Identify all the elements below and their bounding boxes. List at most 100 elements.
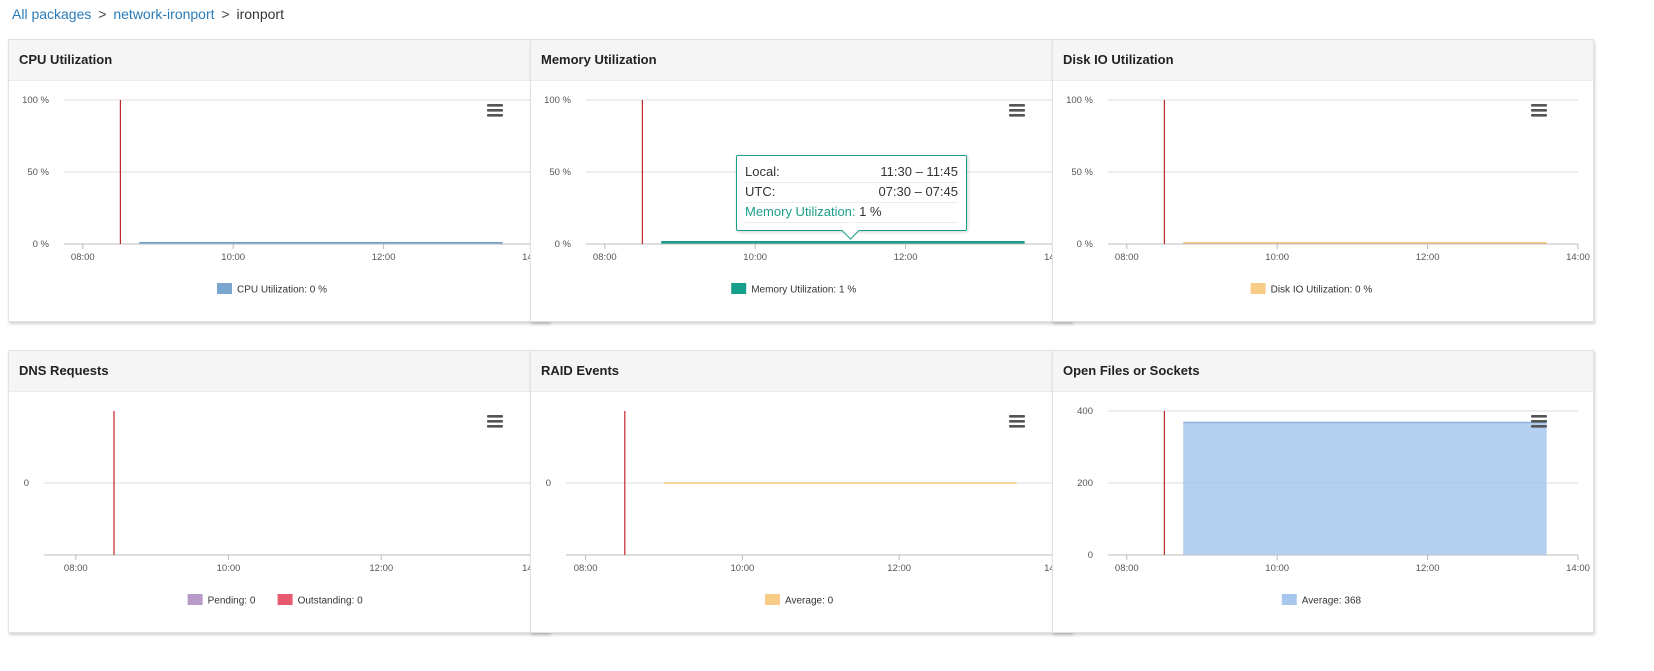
tooltip-utc-label: UTC: (745, 184, 776, 199)
x-tick-label: 08:00 (574, 563, 598, 574)
hamburger-menu-icon[interactable] (1531, 104, 1547, 117)
hamburger-bar (487, 114, 503, 117)
y-tick-label: 50 % (1071, 167, 1093, 178)
hamburger-bar (1531, 114, 1547, 117)
hamburger-bar (1009, 415, 1025, 418)
legend-item[interactable]: Average: 368 (1281, 594, 1362, 607)
hamburger-menu-icon[interactable] (1531, 415, 1547, 428)
hamburger-bar (1009, 104, 1025, 107)
legend-swatch (731, 283, 747, 294)
legend-item[interactable]: Average: 0 (765, 594, 834, 607)
hamburger-bar (1009, 420, 1025, 423)
legend-item[interactable]: Memory Utilization: 1 % (731, 283, 856, 296)
x-tick-label: 08:00 (71, 252, 95, 263)
breadcrumb-package-link[interactable]: network-ironport (113, 6, 215, 22)
tooltip-metric-row: Memory Utilization: 1 % (745, 202, 958, 223)
legend-swatch (1250, 283, 1266, 294)
hamburger-bar (1531, 415, 1547, 418)
y-tick-label: 100 % (1066, 95, 1093, 106)
hamburger-bar (487, 109, 503, 112)
legend-swatch (187, 594, 203, 605)
hamburger-menu-icon[interactable] (487, 415, 503, 428)
y-tick-label: 50 % (27, 167, 49, 178)
legend-label: Outstanding: 0 (298, 596, 363, 607)
breadcrumb: All packages > network-ironport > ironpo… (12, 6, 284, 22)
hamburger-bar (487, 420, 503, 423)
panel-dns-requests: DNS Requests 008:0010:0012:0014:00Pendin… (8, 350, 550, 633)
breadcrumb-separator: > (221, 6, 230, 22)
y-tick-label: 200 (1077, 478, 1093, 489)
x-tick-label: 10:00 (1265, 563, 1289, 574)
hamburger-bar (1531, 109, 1547, 112)
hamburger-menu-icon[interactable] (1009, 415, 1025, 428)
legend-item[interactable]: Outstanding: 0 (277, 594, 363, 607)
x-tick-label: 12:00 (887, 563, 911, 574)
tooltip-local-row: Local: 11:30 – 11:45 (745, 162, 958, 183)
hamburger-bar (1009, 109, 1025, 112)
panel-cpu-utilization: CPU Utilization 100 % 50 % 0 % 08:00 10:00 12… (8, 39, 550, 322)
tooltip-utc-row: UTC: 07:30 – 07:45 (745, 182, 958, 203)
open-files-or-sockets-chart: 400 200 0 08:00 10:00 12:00 14:00 Average: 368 (1077, 406, 1590, 607)
y-tick-label: 0 % (1077, 239, 1094, 250)
legend-label: Pending: 0 (208, 596, 256, 607)
legend-item[interactable]: CPU Utilization: 0 % (217, 283, 327, 296)
series-area (1183, 422, 1547, 555)
legend-swatch (1281, 594, 1297, 605)
panel-title: Open Files or Sockets (1053, 351, 1593, 392)
x-tick-label: 10:00 (731, 563, 755, 574)
y-tick-label: 50 % (549, 167, 571, 178)
legend-label: CPU Utilization: 0 % (237, 285, 327, 296)
disk-io-utilization-chart: 100 % 50 % 0 % 08:00 10:00 12:00 14:00 Disk IO … (1066, 95, 1590, 296)
legend-item[interactable]: Disk IO Utilization: 0 % (1250, 283, 1373, 296)
panel-title: CPU Utilization (9, 40, 549, 81)
hamburger-bar (487, 415, 503, 418)
x-tick-label: 12:00 (894, 252, 918, 263)
hamburger-menu-icon[interactable] (1009, 104, 1025, 117)
x-tick-label: 10:00 (743, 252, 767, 263)
x-tick-label: 14:00 (1566, 252, 1590, 263)
hamburger-bar (1531, 104, 1547, 107)
x-tick-label: 14:00 (1566, 563, 1590, 574)
x-tick-label: 10:00 (221, 252, 245, 263)
x-tick-label: 12:00 (1416, 252, 1440, 263)
y-tick-label: 100 % (544, 95, 571, 106)
legend-label: Average: 0 (785, 596, 834, 607)
x-tick-label: 12:00 (372, 252, 396, 263)
hamburger-menu-icon[interactable] (487, 104, 503, 117)
x-tick-label: 10:00 (1265, 252, 1289, 263)
panel-title: DNS Requests (9, 351, 549, 392)
legend-swatch (277, 594, 293, 605)
x-tick-label: 08:00 (593, 252, 617, 263)
x-tick-label: 12:00 (369, 563, 393, 574)
legend-label: Disk IO Utilization: 0 % (1271, 285, 1373, 296)
tooltip-local-value: 11:30 – 11:45 (880, 164, 958, 179)
panel-title: RAID Events (531, 351, 1071, 392)
tooltip-utc-value: 07:30 – 07:45 (878, 184, 958, 199)
y-tick-label: 0 % (33, 239, 50, 250)
hamburger-bar (487, 425, 503, 428)
breadcrumb-all-packages-link[interactable]: All packages (12, 6, 92, 22)
y-tick-label: 400 (1077, 406, 1093, 417)
hamburger-bar (1009, 425, 1025, 428)
legend-item[interactable]: Pending: 0 (187, 594, 256, 607)
panel-title: Disk IO Utilization (1053, 40, 1593, 81)
breadcrumb-separator: > (98, 6, 107, 22)
hamburger-bar (487, 104, 503, 107)
legend-label: Memory Utilization: 1 % (751, 285, 856, 296)
panel-raid-events: RAID Events 008:0010:0012:0014:00Average… (530, 350, 1072, 633)
panel-disk-io-utilization: Disk IO Utilization 100 % 50 % 0 % 08:00 10:… (1052, 39, 1594, 322)
tooltip-metric-value: 1 % (859, 204, 882, 219)
hamburger-bar (1531, 420, 1547, 423)
legend-label: Average: 368 (1302, 596, 1362, 607)
x-tick-label: 08:00 (1115, 252, 1139, 263)
x-tick-label: 08:00 (1115, 563, 1139, 574)
chart-tooltip: Local: 11:30 – 11:45 UTC: 07:30 – 07:45 … (736, 155, 967, 240)
hamburger-bar (1531, 425, 1547, 428)
y-tick-label: 0 (546, 478, 551, 489)
x-tick-label: 10:00 (217, 563, 241, 574)
x-tick-label: 08:00 (64, 563, 88, 574)
